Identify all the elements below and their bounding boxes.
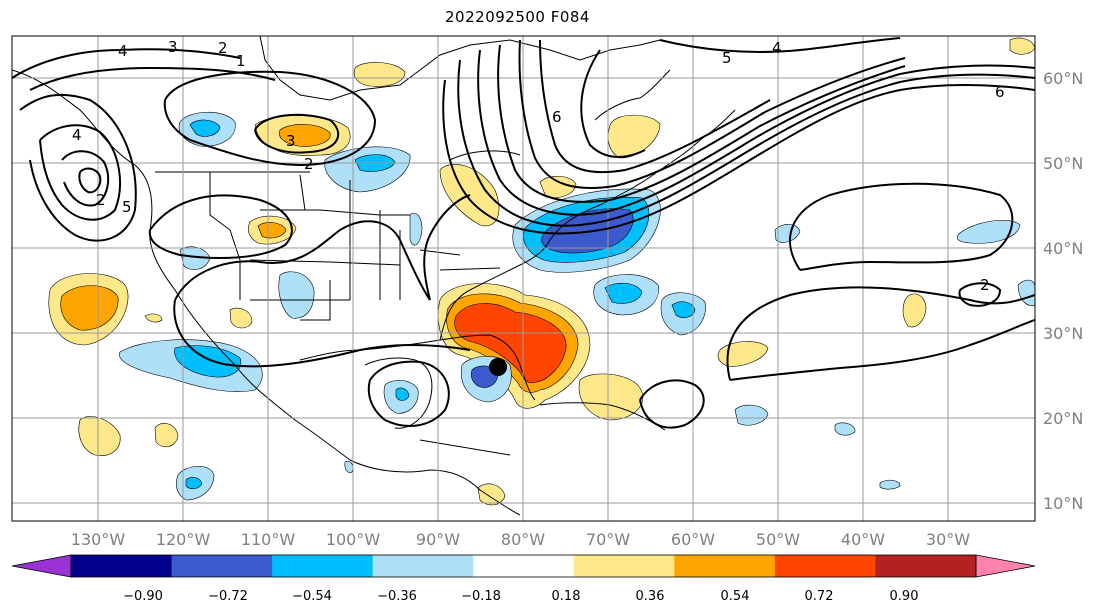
- contour-label: 2: [304, 155, 314, 173]
- colorbar-extend-low: [11, 554, 72, 578]
- positive-anomaly-region: [154, 423, 179, 448]
- negative-anomaly-region: [189, 119, 221, 137]
- colorbar-ticks: −0.90 −0.72 −0.54 −0.36 −0.18 0.18 0.36 …: [123, 589, 918, 604]
- longitude-label: 120°W: [156, 530, 211, 549]
- latitude-label: 40°N: [1043, 239, 1083, 258]
- longitude-label: 130°W: [71, 530, 126, 549]
- colorbar-tick-label: −0.90: [123, 589, 163, 604]
- positive-anomaly-region: [257, 222, 287, 239]
- colorbar-segment: [272, 555, 374, 577]
- latitude-label: 30°N: [1043, 324, 1083, 343]
- positive-anomaly-region: [60, 285, 119, 331]
- positive-anomaly-region: [454, 303, 567, 384]
- contour-label: 2: [980, 276, 990, 294]
- longitude-axis: 130°W 120°W 110°W 100°W 90°W 80°W 70°W 6…: [71, 530, 970, 549]
- gridlines: [12, 36, 1035, 521]
- latitude-label: 50°N: [1043, 154, 1083, 173]
- negative-anomaly-region: [395, 387, 410, 401]
- colorbar-segments: [11, 554, 1036, 578]
- colorbar-segment: [774, 555, 876, 577]
- colorbar-tick-label: 0.18: [552, 589, 581, 604]
- colorbar-tick-label: −0.18: [461, 589, 501, 604]
- negative-anomaly-region: [344, 461, 354, 473]
- positive-anomaly-region: [353, 62, 406, 87]
- longitude-label: 50°W: [756, 530, 800, 549]
- colorbar-tick-label: 0.90: [890, 589, 919, 604]
- longitude-label: 90°W: [416, 530, 460, 549]
- colorbar-tick-label: −0.36: [377, 589, 417, 604]
- colorbar-segment: [674, 555, 776, 577]
- negative-anomaly-region: [278, 271, 315, 319]
- negative-anomaly-region: [879, 479, 901, 490]
- longitude-label: 60°W: [671, 530, 715, 549]
- map-frame: [11, 35, 1036, 522]
- latitude-axis: 60°N 50°N 40°N 30°N 20°N 10°N: [1043, 69, 1083, 513]
- negative-anomaly-region: [409, 212, 423, 246]
- colorbar-segment: [171, 555, 273, 577]
- longitude-label: 30°W: [926, 530, 970, 549]
- colorbar-tick-label: 0.36: [636, 589, 665, 604]
- colorbar-segment: [573, 555, 675, 577]
- colorbar-tick-label: 0.54: [721, 589, 750, 604]
- colorbar-frame: [70, 554, 977, 578]
- contour-lines: [12, 37, 1035, 429]
- positive-anomaly-region: [578, 373, 644, 421]
- positive-anomaly-region: [607, 114, 661, 159]
- longitude-label: 100°W: [326, 530, 381, 549]
- colorbar-segment: [473, 555, 575, 577]
- negative-anomaly-region: [671, 301, 696, 319]
- colorbar: −0.90 −0.72 −0.54 −0.36 −0.18 0.18 0.36 …: [11, 554, 1036, 604]
- contour-label: 6: [552, 108, 562, 126]
- colorbar-segment: [372, 555, 474, 577]
- contour-label: 3: [286, 132, 296, 150]
- contour-label: 5: [722, 49, 732, 67]
- positive-anomaly-region: [229, 307, 253, 329]
- colorbar-tick-label: −0.54: [292, 589, 332, 604]
- colorbar-tick-label: −0.72: [208, 589, 248, 604]
- negative-anomaly-region: [604, 282, 643, 304]
- positive-anomaly-region: [717, 341, 769, 367]
- storm-center-marker: [489, 358, 507, 376]
- colorbar-segment: [875, 555, 977, 577]
- contour-label: 4: [118, 42, 128, 60]
- contour-label: 4: [72, 126, 82, 144]
- contour-label: 6: [995, 83, 1005, 101]
- negative-anomaly-region: [185, 477, 203, 490]
- latitude-label: 20°N: [1043, 409, 1083, 428]
- longitude-label: 110°W: [241, 530, 296, 549]
- colorbar-tick-label: 0.72: [805, 589, 834, 604]
- latitude-label: 10°N: [1043, 494, 1083, 513]
- contour-label: 2: [96, 191, 106, 209]
- contour-label-group: 4 3 2 1 2 3 2 5 4 6 6 5 4 2: [72, 38, 1005, 294]
- contour-label: 1: [236, 52, 246, 70]
- colorbar-extend-high: [975, 554, 1036, 578]
- colorbar-segment: [71, 555, 173, 577]
- contour-label: 5: [122, 198, 132, 216]
- longitude-label: 40°W: [841, 530, 885, 549]
- longitude-label: 80°W: [501, 530, 545, 549]
- longitude-label: 70°W: [586, 530, 630, 549]
- positive-anomaly-region: [278, 124, 331, 147]
- negative-anomaly-region: [774, 223, 801, 243]
- positive-anomaly-region: [902, 293, 927, 328]
- contour-label: 4: [772, 39, 782, 57]
- negative-anomaly-region: [734, 404, 769, 426]
- positive-anomaly-region: [144, 313, 163, 323]
- negative-anomaly-region: [834, 422, 856, 436]
- anomaly-shading: [48, 37, 1035, 506]
- latitude-label: 60°N: [1043, 69, 1083, 88]
- contour-label: 2: [218, 39, 228, 57]
- contour-label: 3: [168, 38, 178, 56]
- map-title: 2022092500 F084: [445, 8, 590, 26]
